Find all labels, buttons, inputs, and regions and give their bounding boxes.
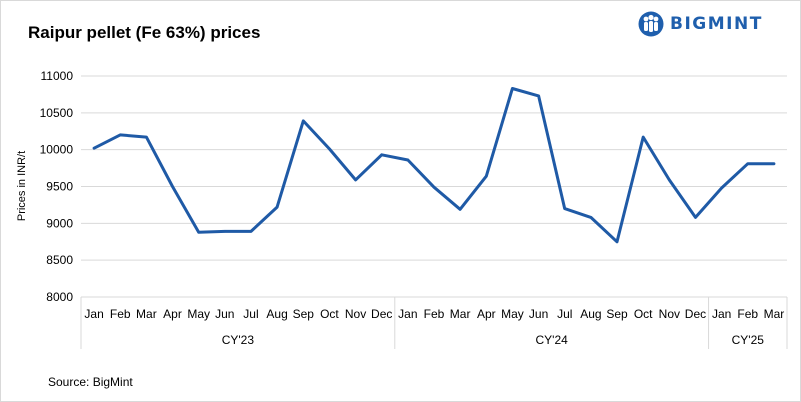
x-tick-label: Oct	[320, 307, 339, 321]
data-point	[720, 186, 723, 190]
x-tick-label: Aug	[266, 307, 287, 321]
data-point	[380, 153, 383, 157]
x-tick-label: May	[501, 307, 524, 321]
x-tick-label: Jun	[529, 307, 548, 321]
data-point	[746, 162, 749, 165]
x-tick-label: May	[187, 307, 210, 321]
data-point	[328, 147, 331, 151]
x-tick-label: Nov	[659, 307, 680, 321]
data-point	[563, 207, 566, 210]
x-tick-label: Apr	[477, 307, 496, 321]
data-point	[171, 185, 174, 188]
people-group-icon	[638, 11, 664, 37]
x-tick-label: Sep	[293, 307, 315, 321]
data-point	[145, 135, 148, 139]
y-tick-label: 9000	[46, 216, 73, 230]
x-tick-label: Nov	[345, 307, 366, 321]
x-tick-label: Sep	[606, 307, 628, 321]
x-tick-label: Feb	[424, 307, 445, 321]
y-tick-label: 8500	[46, 253, 73, 267]
data-point	[406, 158, 410, 162]
year-group-label: CY'24	[536, 333, 569, 347]
x-tick-label: Dec	[371, 307, 392, 321]
data-point	[432, 186, 436, 189]
data-point	[275, 205, 279, 209]
data-point	[511, 87, 514, 90]
x-tick-label: Jan	[398, 307, 417, 321]
price-series-line	[92, 87, 776, 244]
year-group-label: CY'25	[732, 333, 765, 347]
y-tick-label: 8000	[46, 290, 73, 304]
logo-text: BIGMINT	[670, 14, 763, 34]
x-tick-label: Mar	[764, 307, 785, 321]
bigmint-logo: BIGMINT	[638, 11, 763, 37]
data-point	[668, 178, 671, 182]
data-point	[772, 162, 776, 165]
data-point	[197, 230, 200, 234]
chart-title: Raipur pellet (Fe 63%) prices	[28, 23, 261, 42]
data-point	[694, 216, 697, 219]
x-tick-label: Jul	[557, 307, 572, 321]
y-tick-label: 10500	[40, 106, 74, 120]
x-tick-label: Aug	[580, 307, 601, 321]
data-point	[485, 174, 488, 178]
x-tick-label: Jan	[84, 307, 103, 321]
data-point	[249, 230, 253, 233]
x-tick-label: Mar	[450, 307, 471, 321]
y-tick-label: 11000	[41, 69, 74, 83]
source-note: Source: BigMint	[48, 375, 133, 389]
data-point	[641, 135, 645, 139]
data-point	[119, 133, 122, 137]
x-tick-label: Oct	[634, 307, 653, 321]
x-tick-label: Apr	[163, 307, 182, 321]
x-tick-label: Jan	[712, 307, 731, 321]
data-point	[458, 208, 462, 211]
x-tick-label: Jul	[243, 307, 258, 321]
x-tick-label: Feb	[110, 307, 131, 321]
x-tick-label: Dec	[685, 307, 706, 321]
x-tick-label: Feb	[737, 307, 758, 321]
data-point	[589, 216, 593, 219]
x-tick-label: Jun	[215, 307, 234, 321]
data-point	[537, 94, 540, 98]
y-tick-label: 10000	[40, 143, 74, 157]
x-tick-label: Mar	[136, 307, 157, 321]
y-axis-label: Prices in INR/t	[16, 151, 28, 221]
data-point	[92, 146, 96, 150]
data-point	[354, 178, 357, 182]
data-point	[302, 119, 305, 123]
data-point	[223, 230, 227, 233]
data-point	[615, 240, 619, 243]
year-group-label: CY'23	[222, 333, 255, 347]
line-chart: 8000 8500 9000 9500 10000 10500 11000 Jan Feb Ma…	[16, 69, 788, 349]
y-tick-label: 9500	[46, 180, 73, 194]
